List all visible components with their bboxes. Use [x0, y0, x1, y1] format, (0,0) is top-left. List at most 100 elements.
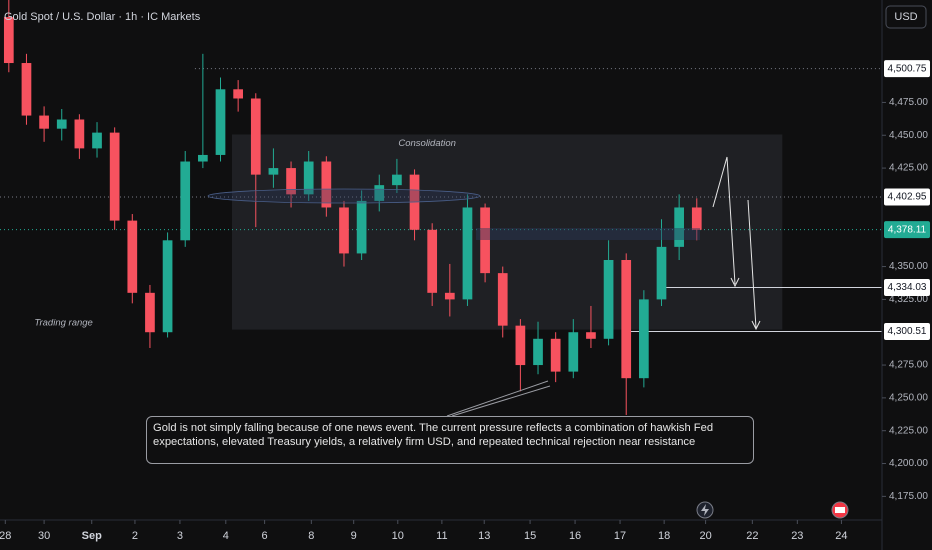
- y-tick-label: 4,175.00: [889, 491, 928, 502]
- x-tick-label: 17: [614, 530, 626, 542]
- candle-body: [444, 292, 455, 300]
- y-tick-label: 4,250.00: [889, 393, 928, 404]
- candle-body: [250, 98, 261, 175]
- y-tick-label: 4,225.00: [889, 425, 928, 436]
- arrow-head: [751, 320, 761, 331]
- candle-body: [515, 325, 526, 366]
- candle-body: [586, 332, 596, 339]
- candle-body: [550, 338, 561, 372]
- candle-body: [162, 240, 173, 333]
- currency-button[interactable]: [885, 5, 927, 29]
- candle-body: [39, 115, 49, 129]
- price-level-label: 4,378.11: [888, 224, 927, 235]
- y-tick-label: 4,475.00: [889, 97, 928, 108]
- currency-label[interactable]: USD: [894, 11, 917, 23]
- candle-body: [21, 63, 32, 116]
- candle-body: [656, 246, 667, 300]
- highlight-zone: [207, 188, 481, 204]
- candle-body: [480, 207, 490, 274]
- x-tick-label: 23: [791, 530, 803, 542]
- candle-body: [74, 119, 85, 149]
- x-tick-label: Sep: [82, 530, 102, 542]
- note-box: Gold is not simply falling because of on…: [146, 416, 754, 464]
- price-level-box: [884, 60, 930, 78]
- candle-body: [180, 161, 191, 241]
- price-level-label: 4,500.75: [888, 63, 927, 74]
- x-tick-label: 4: [223, 530, 229, 542]
- candle-body: [198, 154, 208, 162]
- candle-body: [233, 89, 243, 99]
- candle-body: [462, 207, 473, 300]
- consolidation-label: Consolidation: [398, 138, 456, 149]
- x-tick-label: 9: [351, 530, 357, 542]
- flag-stripe: [835, 507, 845, 513]
- x-tick-label: 15: [524, 530, 536, 542]
- candle-body: [427, 229, 438, 293]
- range-label: Trading range: [34, 318, 92, 329]
- candle-body: [568, 332, 579, 372]
- candle-body: [497, 273, 508, 326]
- candle-body: [639, 299, 649, 379]
- y-tick-label: 4,325.00: [889, 294, 928, 305]
- candle-body: [374, 185, 385, 201]
- x-tick-label: 6: [262, 530, 268, 542]
- projection-arrow: [747, 199, 757, 329]
- arrow-head: [730, 277, 740, 288]
- x-tick-label: 13: [478, 530, 490, 542]
- candle-body: [339, 207, 349, 254]
- x-tick-label: 28: [0, 530, 11, 542]
- y-tick-label: 4,425.00: [889, 163, 928, 174]
- candle-body: [145, 292, 155, 333]
- price-level-box: [884, 323, 930, 341]
- candle-body: [321, 161, 332, 208]
- candle-body: [127, 220, 138, 293]
- candle-body: [56, 119, 67, 129]
- y-tick-label: 4,350.00: [889, 261, 928, 272]
- candle-body: [691, 207, 702, 230]
- candle-body: [109, 132, 120, 221]
- candle-body: [92, 132, 102, 149]
- x-tick-label: 8: [308, 530, 314, 542]
- x-tick-label: 11: [436, 530, 447, 542]
- y-tick-label: 4,275.00: [889, 360, 928, 371]
- candle-body: [356, 200, 367, 254]
- x-tick-label: 30: [38, 530, 50, 542]
- lightning-icon: [701, 504, 709, 516]
- candle-body: [603, 260, 614, 339]
- candle-body: [392, 174, 402, 186]
- price-level-label: 4,334.03: [888, 282, 927, 293]
- price-level-box: [884, 188, 930, 206]
- x-tick-label: 20: [699, 530, 711, 542]
- candle-body: [533, 338, 543, 366]
- candle-body: [3, 17, 14, 64]
- y-tick-label: 4,450.00: [889, 130, 928, 141]
- candle-body: [674, 207, 684, 247]
- x-tick-label: 16: [569, 530, 581, 542]
- price-axis: [882, 0, 932, 550]
- x-tick-label: 3: [177, 530, 183, 542]
- axis-labels: 4,475.00 4,450.00 4,425.00 4,350.00 4,325.00…: [0, 60, 930, 542]
- candle-body: [303, 161, 314, 195]
- x-tick-label: 10: [392, 530, 404, 542]
- price-level-box: [884, 221, 930, 239]
- price-level-label: 4,402.95: [888, 192, 927, 203]
- projection-arrow: [712, 156, 736, 285]
- candle-body: [268, 168, 279, 175]
- plot-area: Consolidation Trading range: [0, 0, 882, 415]
- price-level-label: 4,300.51: [888, 326, 927, 337]
- highlight-zone: [476, 228, 700, 240]
- x-tick-label: 24: [835, 530, 847, 542]
- note-pointer: [446, 380, 549, 417]
- candle-body: [286, 168, 296, 195]
- x-tick-label: 18: [658, 530, 670, 542]
- chart-title: Gold Spot / U.S. Dollar · 1h · IC Market…: [4, 11, 201, 23]
- y-tick-label: 4,200.00: [889, 458, 928, 469]
- note-pointer: [451, 385, 551, 417]
- candle-body: [621, 260, 632, 379]
- x-tick-label: 2: [132, 530, 138, 542]
- price-level-box: [884, 279, 930, 297]
- x-tick-label: 22: [746, 530, 758, 542]
- candle-body: [215, 89, 226, 155]
